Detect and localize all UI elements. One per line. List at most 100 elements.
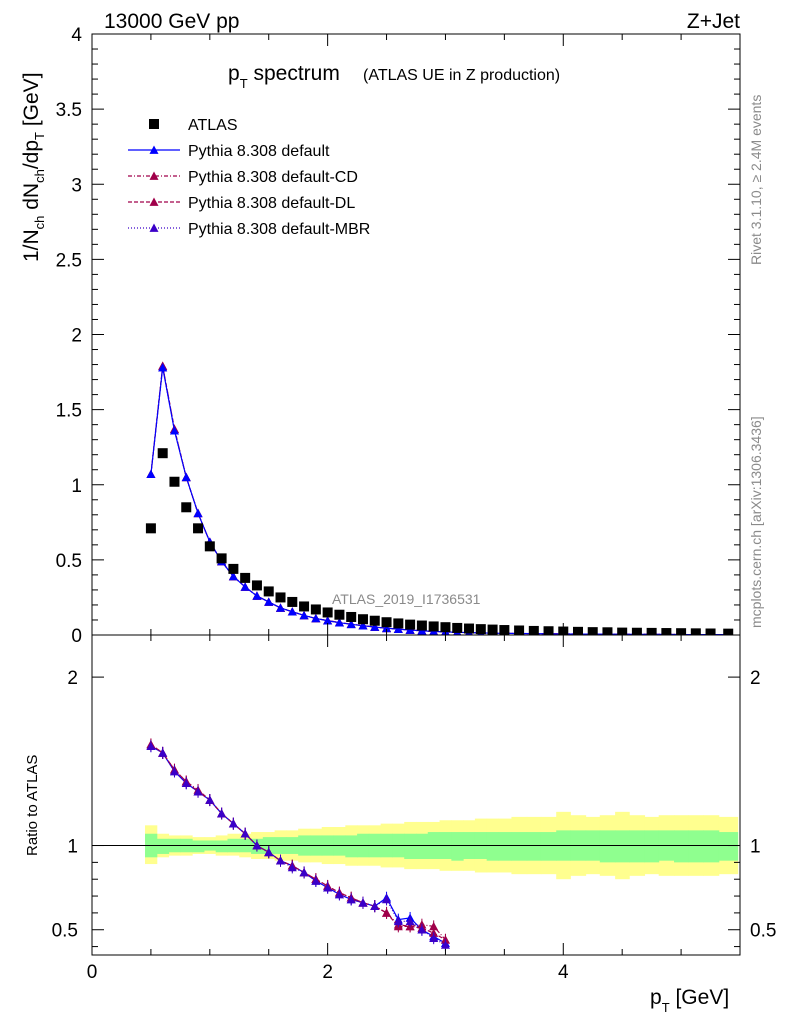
plot-title-sub: T: [240, 76, 248, 91]
band-inner-bin: [688, 830, 704, 863]
atlas-point: [602, 627, 613, 635]
mc-point: [252, 591, 262, 600]
atlas-point: [416, 620, 427, 631]
band-inner-bin: [404, 833, 417, 859]
legend-label: Pythia 8.308 default-DL: [188, 195, 355, 212]
x-tick-label: 4: [558, 962, 569, 983]
ratio-y-tick-label-right: 0.5: [750, 921, 776, 942]
legend-marker: [149, 171, 159, 180]
atlas-point: [299, 601, 310, 612]
plot-title: pT spectrum (ATLAS UE in Z production): [228, 62, 560, 91]
ratio-point: [440, 940, 450, 949]
mc-point: [405, 625, 415, 634]
x-tick-label: 2: [322, 962, 333, 983]
ratio-point: [405, 916, 415, 926]
band-inner-bin: [416, 833, 429, 859]
atlas-point: [346, 611, 357, 622]
plot-title-rest: spectrum: [248, 62, 340, 85]
ratio-point: [323, 883, 333, 892]
y-tick-label: 1: [71, 476, 82, 497]
axes: 0 2 4 0 0.5 1 1.5 2 2.5 3 3.5 4 0.5 0.5 1 1 2 2: [52, 25, 777, 983]
plot-title-paren: (ATLAS UE in Z production): [363, 67, 560, 84]
atlas-point: [475, 624, 486, 635]
band-inner-bin: [451, 832, 464, 861]
atlas-point: [357, 614, 368, 625]
atlas-point: [228, 563, 239, 574]
legend-label: Pythia 8.308 default: [188, 143, 330, 160]
legend-marker: [149, 223, 159, 232]
atlas-point: [193, 523, 204, 534]
band-inner-bin: [486, 832, 499, 861]
y-tick-label: 2.5: [56, 250, 82, 271]
main-series: [145, 361, 734, 635]
ratio-point: [417, 925, 427, 934]
ratio-point: [205, 795, 215, 804]
atlas-point: [251, 580, 262, 591]
atlas-point: [310, 604, 321, 615]
legend-marker: [149, 145, 159, 154]
ratio-point: [370, 901, 380, 910]
plot-title-main: pT spectrum: [228, 62, 340, 91]
header-right: Z+Jet: [687, 10, 740, 33]
atlas-point: [322, 607, 333, 618]
band-inner-bin: [718, 832, 739, 861]
legend-label: Pythia 8.308 default-MBR: [188, 221, 370, 238]
atlas-point: [393, 618, 404, 629]
y-tick-label: 3.5: [56, 100, 82, 121]
atlas-point: [705, 628, 716, 635]
ratio-point: [429, 921, 439, 931]
atlas-point: [452, 622, 463, 633]
mc-point: [393, 624, 403, 633]
band-inner-bin: [215, 840, 228, 853]
atlas-point: [528, 625, 539, 635]
uncertainty-bands: [92, 811, 740, 880]
ratio-y-tick-label: 1: [67, 837, 78, 858]
mc-point: [358, 621, 368, 630]
atlas-point: [690, 628, 701, 635]
atlas-point: [440, 622, 451, 633]
rivet-label: Rivet 3.1.10, ≥ 2.4M events: [748, 95, 764, 265]
ratio-y-tick-label: 0.5: [52, 921, 78, 942]
ratio-point: [193, 787, 203, 796]
y-tick-label: 3: [71, 175, 82, 196]
ratio-ylabel: Ratio to ATLAS: [24, 755, 41, 856]
ratio-y-tick-label-right: 2: [750, 668, 761, 689]
atlas-point: [464, 623, 475, 634]
atlas-point: [405, 619, 416, 630]
ratio-point: [334, 889, 344, 899]
ratio-point: [252, 841, 262, 850]
atlas-point: [287, 596, 298, 607]
ratio-y-tick-label: 2: [67, 668, 78, 689]
mc-point: [158, 363, 168, 372]
ratio-point: [393, 916, 403, 926]
legend-label: ATLAS: [188, 117, 238, 134]
band-inner-bin: [192, 840, 205, 853]
atlas-point: [275, 592, 286, 603]
atlas-point: [145, 523, 156, 534]
mc-point: [287, 607, 297, 616]
mc-point: [181, 472, 191, 482]
x-tick-label: 0: [87, 962, 98, 983]
mc-point: [323, 616, 333, 625]
atlas-point: [543, 626, 554, 635]
ratio-point: [299, 867, 309, 877]
mc-point: [264, 597, 274, 606]
atlas-point: [169, 476, 180, 487]
legend: ATLAS Pythia 8.308 default Pythia 8.308 de…: [128, 117, 370, 238]
atlas-point: [157, 448, 168, 459]
band-inner-bin: [540, 832, 557, 861]
y-tick-label: 0.5: [56, 551, 82, 572]
band-inner-bin: [629, 830, 646, 863]
analysis-label: ATLAS_2019_I1736531: [332, 591, 481, 607]
mc-point: [311, 613, 321, 623]
ratio-point: [276, 856, 286, 865]
mc-point: [240, 582, 250, 591]
mc-point: [276, 603, 286, 612]
atlas-point: [428, 621, 439, 632]
atlas-point: [514, 625, 525, 635]
band-inner-bin: [498, 832, 512, 861]
atlas-point: [381, 617, 392, 628]
ratio-point: [228, 819, 238, 828]
plot-title-p: p: [228, 62, 240, 85]
mc-point: [193, 508, 203, 518]
